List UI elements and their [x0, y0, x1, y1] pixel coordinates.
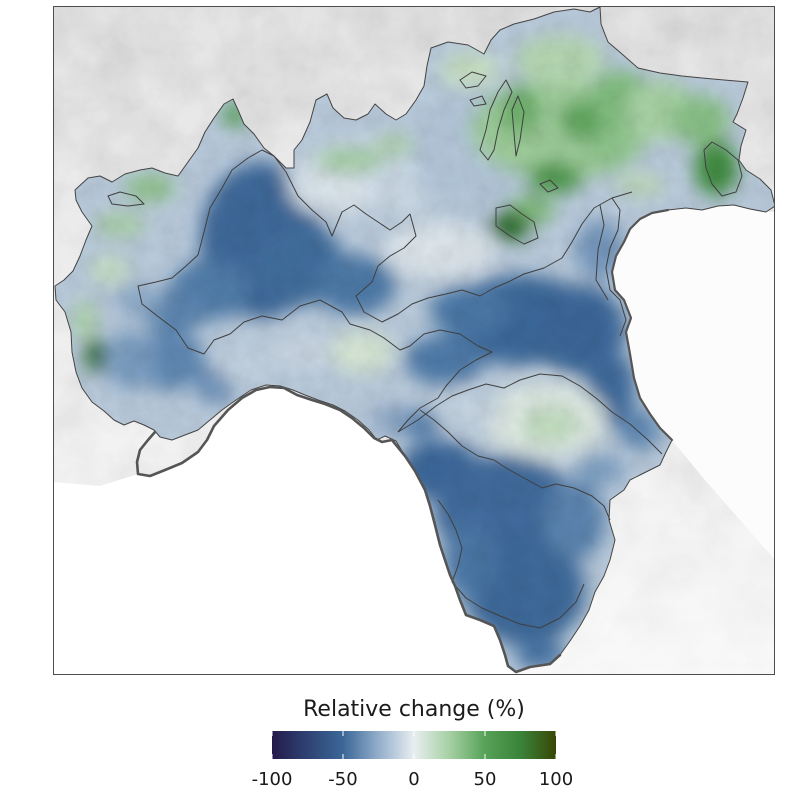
colorbar-legend: Relative change (%) -100 -50 0 50 100	[252, 697, 574, 790]
map-panel	[53, 6, 775, 675]
contour-line	[397, 373, 663, 455]
contour-line	[137, 254, 493, 433]
contour-line	[605, 197, 627, 337]
lake-outline	[459, 71, 487, 89]
colorbar-tick: -50	[328, 731, 358, 790]
tick-label: 50	[474, 769, 497, 790]
colorbar-tick: 50	[474, 731, 497, 790]
lake-outline	[469, 95, 487, 107]
ligurian-tyrrhenian-sea	[53, 387, 516, 675]
colorbar-tick: 0	[408, 731, 420, 790]
colorbar-tick: 100	[539, 731, 573, 790]
contour-line	[437, 499, 585, 629]
contour-lines	[107, 71, 743, 629]
tick-label: 100	[539, 769, 573, 790]
legend-title: Relative change (%)	[303, 697, 525, 722]
tick-label: -50	[328, 769, 357, 790]
map-frame	[53, 6, 775, 675]
adriatic-sea	[612, 205, 775, 560]
contour-line	[539, 179, 559, 193]
tick-label: -100	[252, 769, 293, 790]
tick-label: 0	[408, 769, 419, 790]
tyrrhenian-coastline	[390, 438, 562, 674]
contour-line	[419, 409, 611, 521]
contour-line	[595, 204, 609, 301]
contour-line	[495, 204, 539, 245]
lake-outline	[479, 79, 513, 161]
contour-line	[703, 141, 743, 197]
ligurian-coastline	[135, 385, 394, 478]
lake-outline	[511, 95, 525, 157]
contour-line	[107, 191, 145, 207]
adriatic-coastline	[610, 208, 674, 442]
colorbar-tick: -100	[252, 731, 293, 790]
